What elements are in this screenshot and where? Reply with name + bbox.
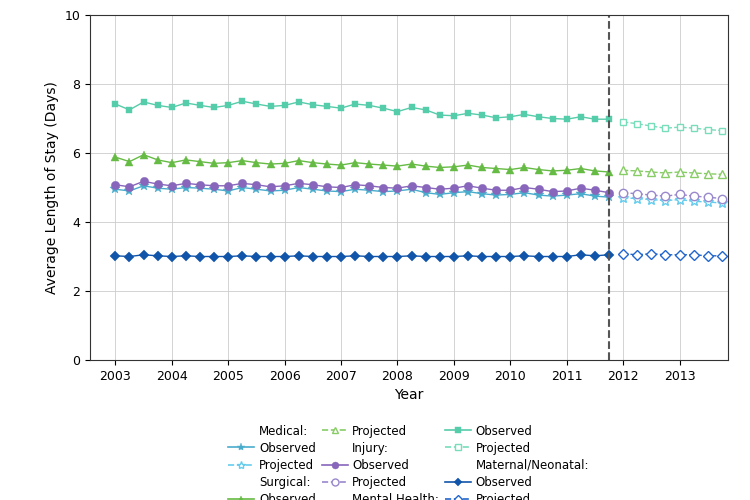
X-axis label: Year: Year (394, 388, 424, 402)
Legend: Medical:, Observed, Projected, Surgical:, Observed, Projected, Injury:, Observed: Medical:, Observed, Projected, Surgical:… (225, 421, 592, 500)
Y-axis label: Average Length of Stay (Days): Average Length of Stay (Days) (45, 81, 58, 294)
